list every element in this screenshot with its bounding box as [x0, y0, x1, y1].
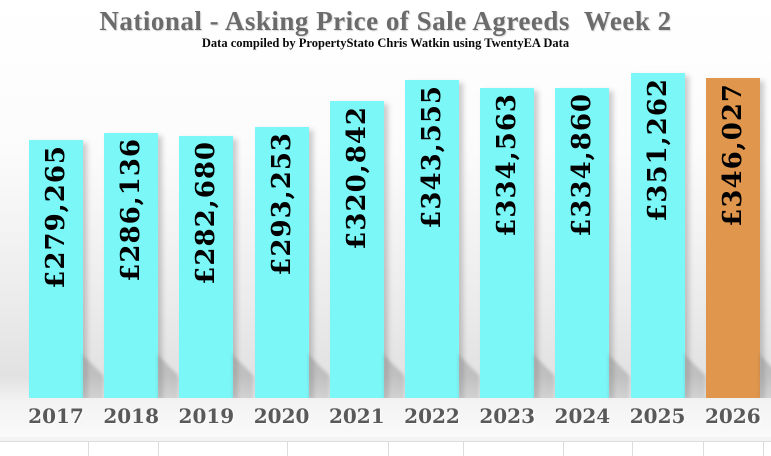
bar-value-label: £279,265	[41, 145, 71, 289]
spreadsheet-column-border	[88, 442, 89, 456]
spreadsheet-column-border	[158, 442, 159, 456]
bar-value-label: £320,842	[341, 106, 372, 250]
x-axis-label-2026: 2026	[704, 404, 761, 428]
bar-2021[interactable]: £320,842	[329, 101, 384, 398]
bar-2024[interactable]: £334,860	[555, 88, 610, 398]
chart-subtitle: Data compiled by PropertyStato Chris Wat…	[201, 36, 570, 50]
spreadsheet-column-border	[388, 442, 389, 456]
x-axis-label-2017: 2017	[28, 404, 84, 428]
spreadsheet-column-border	[287, 442, 288, 456]
spreadsheet-column-border	[463, 442, 464, 456]
bar-value-label: £282,680	[191, 141, 222, 285]
spreadsheet-column-border	[632, 442, 633, 456]
bar-2026[interactable]: £346,027	[705, 78, 760, 398]
spreadsheet-column-border	[703, 442, 704, 456]
bar-2017[interactable]: £279,265	[29, 140, 83, 398]
bar-2025[interactable]: £351,262	[630, 73, 685, 398]
x-axis-label-2019: 2019	[178, 404, 235, 428]
bar-value-label: £346,027	[717, 83, 748, 227]
x-axis-label-2020: 2020	[253, 404, 310, 428]
plot-area: £279,265 £286,136 £282,680 £293,253 £320,842…	[0, 0, 771, 398]
bar-value-label: £293,253	[266, 132, 297, 276]
bar-value-label: £351,262	[642, 78, 673, 222]
spreadsheet-column-border	[763, 442, 764, 456]
bar-2023[interactable]: £334,563	[480, 88, 535, 398]
bar-chart: National - Asking Price of Sale Agreeds …	[0, 0, 771, 437]
bar-value-label: £334,563	[492, 93, 523, 237]
x-axis-label-2023: 2023	[479, 404, 536, 428]
x-axis-label-2024: 2024	[554, 404, 611, 428]
bar-value-label: £343,555	[417, 85, 447, 229]
bar-2018[interactable]: £286,136	[104, 133, 159, 398]
bar-2020[interactable]: £293,253	[254, 127, 309, 398]
x-axis-label-2018: 2018	[103, 404, 160, 428]
x-axis-label-2022: 2022	[404, 404, 460, 428]
bar-value-label: £286,136	[116, 138, 147, 282]
chart-title: National - Asking Price of Sale Agreeds …	[99, 6, 672, 36]
x-axis-label-2025: 2025	[629, 404, 686, 428]
bar-2019[interactable]: £282,680	[179, 136, 234, 398]
spreadsheet-row[interactable]	[0, 437, 771, 456]
spreadsheet-column-border	[563, 442, 564, 456]
x-axis: 2017 2018 2019 2020 2021 2022 2023 2024 2025 2026	[0, 398, 771, 437]
bar-2022[interactable]: £343,555	[405, 80, 459, 398]
x-axis-label-2021: 2021	[328, 404, 385, 428]
bar-value-label: £334,860	[567, 93, 598, 237]
